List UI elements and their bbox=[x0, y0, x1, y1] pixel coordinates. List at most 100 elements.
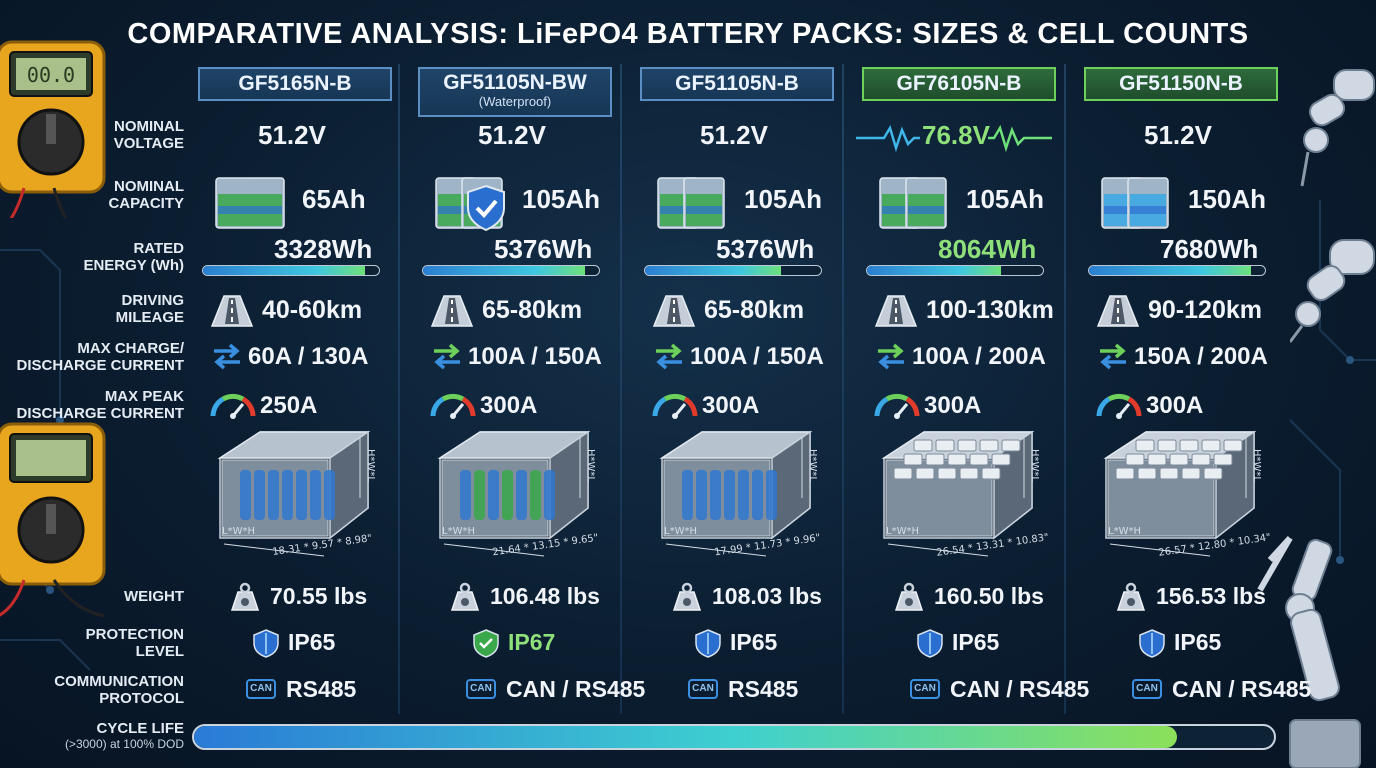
charge-discharge-icon bbox=[656, 343, 682, 370]
weight-value: 160.50 lbs bbox=[934, 583, 1044, 609]
shield-icon bbox=[253, 629, 279, 658]
mileage-value: 65-80km bbox=[482, 296, 583, 324]
model-header: GF76105N-B bbox=[862, 67, 1056, 101]
charge-discharge-icon bbox=[434, 343, 460, 370]
communication-value: CAN / RS485 bbox=[506, 676, 646, 702]
communication-value: RS485 bbox=[728, 676, 799, 702]
label-capacity: NOMINAL CAPACITY bbox=[108, 178, 184, 212]
charge-discharge-icon bbox=[214, 343, 240, 370]
model-name: GF76105N-B bbox=[896, 72, 1022, 95]
communication-value: CAN / RS485 bbox=[1172, 676, 1312, 702]
current-value: 100A / 200A bbox=[912, 343, 1046, 370]
label-energy: RATED ENERGY (Wh) bbox=[83, 240, 184, 274]
label-weight: WEIGHT bbox=[124, 588, 184, 605]
battery-cell-icon bbox=[1101, 177, 1169, 229]
column-divider bbox=[1064, 64, 1066, 714]
can-icon: CAN bbox=[910, 679, 940, 699]
model-name: GF51105N-BW bbox=[443, 71, 587, 94]
multimeter-icon: 00.0 bbox=[0, 40, 106, 218]
energy-bar bbox=[422, 265, 600, 276]
energy-bar-fill bbox=[867, 266, 1001, 275]
shield-icon bbox=[917, 629, 943, 658]
shield-icon bbox=[1139, 629, 1165, 658]
robot-arm-icon bbox=[1290, 69, 1375, 343]
weight-value: 106.48 lbs bbox=[490, 583, 600, 609]
energy-bar bbox=[1088, 265, 1266, 276]
capacity-value: 105Ah bbox=[966, 184, 1045, 214]
model-header: GF51150N-B bbox=[1084, 67, 1278, 101]
peak-value: 300A bbox=[924, 392, 982, 419]
energy-bar bbox=[644, 265, 822, 276]
current-value: 60A / 130A bbox=[248, 343, 369, 370]
height-label: H*W*L bbox=[806, 449, 818, 482]
protection-value: IP65 bbox=[288, 629, 336, 655]
shield-icon bbox=[695, 629, 721, 658]
energy-bar-fill bbox=[203, 266, 365, 275]
battery-cell-icon bbox=[657, 177, 725, 229]
height-label: H*W*L bbox=[1028, 449, 1040, 482]
label-protection: PROTECTION LEVEL bbox=[85, 626, 184, 660]
model-name: GF5165N-B bbox=[238, 72, 352, 95]
energy-value: 3328Wh bbox=[274, 234, 373, 264]
peak-value: 300A bbox=[480, 392, 538, 419]
mileage-value: 65-80km bbox=[704, 296, 805, 324]
charge-discharge-icon bbox=[878, 343, 904, 370]
energy-value: 5376Wh bbox=[716, 234, 815, 264]
weight-icon bbox=[672, 582, 702, 611]
can-icon: CAN bbox=[688, 679, 718, 699]
road-icon bbox=[652, 295, 696, 327]
capacity-value: 105Ah bbox=[522, 184, 601, 214]
mileage-value: 40-60km bbox=[262, 296, 363, 324]
voltage-value: 51.2V bbox=[258, 120, 326, 150]
dimension-label: L*W*H bbox=[1108, 526, 1141, 537]
battery-pack-icon bbox=[881, 430, 1035, 557]
cycle-life-fill bbox=[194, 726, 1177, 748]
battery-pack-icon bbox=[659, 430, 813, 557]
gauge-icon bbox=[1096, 393, 1142, 419]
weight-value: 108.03 lbs bbox=[712, 583, 822, 609]
peak-value: 300A bbox=[1146, 392, 1204, 419]
label-mileage: DRIVING MILEAGE bbox=[115, 292, 184, 326]
protection-value: IP67 bbox=[508, 629, 556, 655]
model-name: GF51150N-B bbox=[1119, 72, 1243, 95]
mileage-value: 90-120km bbox=[1148, 296, 1262, 324]
model-header: GF51105N-BW (Waterproof) bbox=[418, 67, 612, 117]
height-label: H*W*L bbox=[584, 449, 596, 482]
label-peak: MAX PEAK DISCHARGE CURRENT bbox=[16, 388, 184, 422]
height-label: H*W*L bbox=[364, 449, 376, 482]
column-divider bbox=[620, 64, 622, 714]
energy-bar-fill bbox=[1089, 266, 1251, 275]
capacity-value: 65Ah bbox=[302, 184, 366, 214]
model-name: GF51105N-B bbox=[675, 72, 799, 95]
communication-value: CAN / RS485 bbox=[950, 676, 1090, 702]
road-icon bbox=[874, 295, 918, 327]
can-icon: CAN bbox=[246, 679, 276, 699]
can-icon: CAN bbox=[466, 679, 496, 699]
dimension-label: L*W*H bbox=[442, 526, 475, 537]
model-header: GF51105N-B bbox=[640, 67, 834, 101]
road-icon bbox=[1096, 295, 1140, 327]
energy-bar bbox=[866, 265, 1044, 276]
voltage-value: 51.2V bbox=[1144, 120, 1212, 150]
weight-icon bbox=[450, 582, 480, 611]
energy-bar-fill bbox=[645, 266, 781, 275]
page-title: COMPARATIVE ANALYSIS: LiFePO4 BATTERY PA… bbox=[127, 18, 1249, 50]
voltage-value: 76.8V bbox=[922, 120, 990, 150]
dimension-label: L*W*H bbox=[664, 526, 697, 537]
mileage-value: 100-130km bbox=[926, 296, 1054, 324]
protection-value: IP65 bbox=[1174, 629, 1222, 655]
dimension-label: L*W*H bbox=[222, 526, 255, 537]
road-icon bbox=[430, 295, 474, 327]
gauge-icon bbox=[874, 393, 920, 419]
column-divider bbox=[398, 64, 400, 714]
weight-value: 156.53 lbs bbox=[1156, 583, 1266, 609]
label-communication: COMMUNICATION PROTOCOL bbox=[54, 673, 184, 707]
shield-icon bbox=[473, 629, 499, 658]
gauge-icon bbox=[430, 393, 476, 419]
communication-value: RS485 bbox=[286, 676, 357, 702]
model-subtitle: (Waterproof) bbox=[478, 94, 552, 109]
can-icon: CAN bbox=[1132, 679, 1162, 699]
label-cycle-life: CYCLE LIFE (>3000) at 100% DOD bbox=[64, 720, 184, 751]
capacity-value: 105Ah bbox=[744, 184, 823, 214]
